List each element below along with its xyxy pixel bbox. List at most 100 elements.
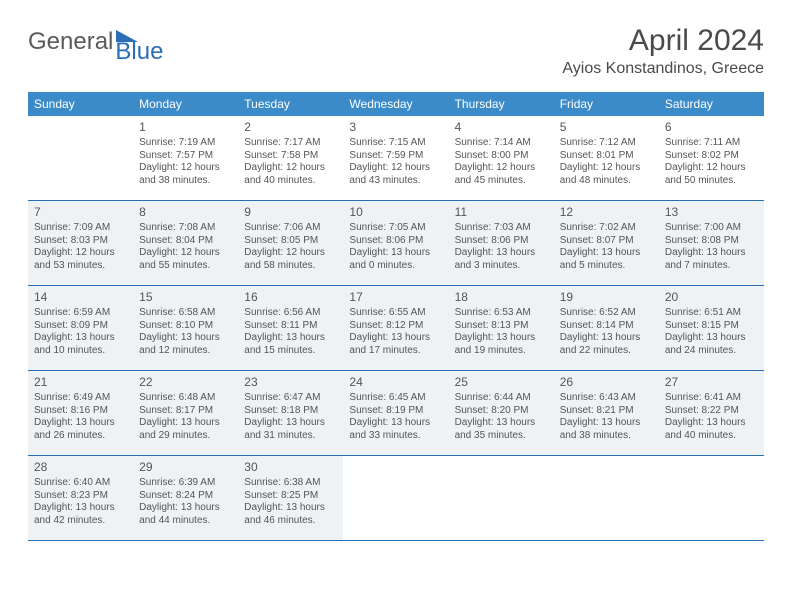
day-cell: 4Sunrise: 7:14 AMSunset: 8:00 PMDaylight…	[449, 116, 554, 200]
day-number: 28	[34, 460, 127, 475]
day-cell: 11 Sunrise: 7:03 AMSunset: 8:06 PMDayligh…	[449, 201, 554, 285]
day-cell: 24 Sunrise: 6:45 AMSunset: 8:19 PMDayligh…	[343, 371, 448, 455]
sunset-line: Sunset: 8:17 PM	[139, 405, 232, 418]
daylight-line: Daylight: 13 hours and 3 minutes.	[455, 247, 548, 272]
sunset-line: Sunset: 7:59 PM	[349, 150, 442, 163]
day-cell	[554, 456, 659, 540]
sunset-line: Sunset: 8:08 PM	[665, 235, 758, 248]
daylight-line: Daylight: 13 hours and 0 minutes.	[349, 247, 442, 272]
day-cell: 1Sunrise: 7:19 AMSunset: 7:57 PMDaylight…	[133, 116, 238, 200]
day-cell: 27Sunrise: 6:41 AMSunset: 8:22 PMDayligh…	[659, 371, 764, 455]
day-cell: 8Sunrise: 7:08 AMSunset: 8:04 PMDaylight…	[133, 201, 238, 285]
week-row: 14Sunrise: 6:59 AMSunset: 8:09 PMDayligh…	[28, 286, 764, 371]
sunset-line: Sunset: 8:01 PM	[560, 150, 653, 163]
day-number: 7	[34, 205, 127, 220]
day-number: 5	[560, 120, 653, 135]
sunrise-line: Sunrise: 6:52 AM	[560, 307, 653, 320]
sunrise-line: Sunrise: 6:41 AM	[665, 392, 758, 405]
daylight-line: Daylight: 13 hours and 19 minutes.	[455, 332, 548, 357]
sunrise-line: Sunrise: 6:45 AM	[349, 392, 442, 405]
sunrise-line: Sunrise: 6:59 AM	[34, 307, 127, 320]
sunrise-line: Sunrise: 6:48 AM	[139, 392, 232, 405]
sunset-line: Sunset: 8:14 PM	[560, 320, 653, 333]
day-of-week-header: SundayMondayTuesdayWednesdayThursdayFrid…	[28, 92, 764, 116]
day-cell: 7Sunrise: 7:09 AMSunset: 8:03 PMDaylight…	[28, 201, 133, 285]
sunset-line: Sunset: 8:09 PM	[34, 320, 127, 333]
day-cell: 28Sunrise: 6:40 AMSunset: 8:23 PMDayligh…	[28, 456, 133, 540]
sunset-line: Sunset: 8:05 PM	[244, 235, 337, 248]
sunset-line: Sunset: 8:24 PM	[139, 490, 232, 503]
day-number: 3	[349, 120, 442, 135]
sunset-line: Sunset: 8:03 PM	[34, 235, 127, 248]
sunrise-line: Sunrise: 7:05 AM	[349, 222, 442, 235]
day-number: 15	[139, 290, 232, 305]
sunrise-line: Sunrise: 7:19 AM	[139, 137, 232, 150]
sunset-line: Sunset: 8:20 PM	[455, 405, 548, 418]
week-row: 21Sunrise: 6:49 AMSunset: 8:16 PMDayligh…	[28, 371, 764, 456]
sunset-line: Sunset: 8:22 PM	[665, 405, 758, 418]
location-label: Ayios Konstandinos, Greece	[562, 60, 764, 78]
daylight-line: Daylight: 13 hours and 31 minutes.	[244, 417, 337, 442]
sunrise-line: Sunrise: 6:49 AM	[34, 392, 127, 405]
day-number: 19	[560, 290, 653, 305]
day-number: 25	[455, 375, 548, 390]
daylight-line: Daylight: 13 hours and 44 minutes.	[139, 502, 232, 527]
daylight-line: Daylight: 13 hours and 17 minutes.	[349, 332, 442, 357]
sunset-line: Sunset: 7:58 PM	[244, 150, 337, 163]
day-cell: 3Sunrise: 7:15 AMSunset: 7:59 PMDaylight…	[343, 116, 448, 200]
sunrise-line: Sunrise: 7:14 AM	[455, 137, 548, 150]
day-number: 2	[244, 120, 337, 135]
sunrise-line: Sunrise: 6:51 AM	[665, 307, 758, 320]
day-number: 17	[349, 290, 442, 305]
day-number: 16	[244, 290, 337, 305]
sunrise-line: Sunrise: 6:44 AM	[455, 392, 548, 405]
day-number: 10	[349, 205, 442, 220]
sunrise-line: Sunrise: 7:15 AM	[349, 137, 442, 150]
day-cell: 14Sunrise: 6:59 AMSunset: 8:09 PMDayligh…	[28, 286, 133, 370]
sunrise-line: Sunrise: 7:00 AM	[665, 222, 758, 235]
dow-cell: Wednesday	[343, 92, 448, 116]
day-cell: 5Sunrise: 7:12 AMSunset: 8:01 PMDaylight…	[554, 116, 659, 200]
week-row: 7Sunrise: 7:09 AMSunset: 8:03 PMDaylight…	[28, 201, 764, 286]
sunset-line: Sunset: 8:10 PM	[139, 320, 232, 333]
daylight-line: Daylight: 13 hours and 42 minutes.	[34, 502, 127, 527]
sunset-line: Sunset: 8:06 PM	[455, 235, 548, 248]
sunrise-line: Sunrise: 6:58 AM	[139, 307, 232, 320]
day-number: 4	[455, 120, 548, 135]
sunrise-line: Sunrise: 7:12 AM	[560, 137, 653, 150]
day-number: 13	[665, 205, 758, 220]
day-cell: 2Sunrise: 7:17 AMSunset: 7:58 PMDaylight…	[238, 116, 343, 200]
day-cell: 15Sunrise: 6:58 AMSunset: 8:10 PMDayligh…	[133, 286, 238, 370]
sunrise-line: Sunrise: 7:11 AM	[665, 137, 758, 150]
sunrise-line: Sunrise: 7:03 AM	[455, 222, 548, 235]
day-number: 8	[139, 205, 232, 220]
daylight-line: Daylight: 13 hours and 15 minutes.	[244, 332, 337, 357]
day-number: 11	[455, 205, 548, 220]
day-number: 6	[665, 120, 758, 135]
day-number: 30	[244, 460, 337, 475]
sunset-line: Sunset: 8:11 PM	[244, 320, 337, 333]
day-number: 24	[349, 375, 442, 390]
sunset-line: Sunset: 7:57 PM	[139, 150, 232, 163]
day-cell: 9Sunrise: 7:06 AMSunset: 8:05 PMDaylight…	[238, 201, 343, 285]
sunrise-line: Sunrise: 6:47 AM	[244, 392, 337, 405]
day-cell: 22Sunrise: 6:48 AMSunset: 8:17 PMDayligh…	[133, 371, 238, 455]
dow-cell: Tuesday	[238, 92, 343, 116]
day-number: 18	[455, 290, 548, 305]
sunset-line: Sunset: 8:12 PM	[349, 320, 442, 333]
sunset-line: Sunset: 8:18 PM	[244, 405, 337, 418]
dow-cell: Monday	[133, 92, 238, 116]
sunset-line: Sunset: 8:16 PM	[34, 405, 127, 418]
day-cell: 10Sunrise: 7:05 AMSunset: 8:06 PMDayligh…	[343, 201, 448, 285]
sunrise-line: Sunrise: 6:40 AM	[34, 477, 127, 490]
daylight-line: Daylight: 13 hours and 33 minutes.	[349, 417, 442, 442]
dow-cell: Saturday	[659, 92, 764, 116]
daylight-line: Daylight: 12 hours and 55 minutes.	[139, 247, 232, 272]
day-cell	[343, 456, 448, 540]
sunset-line: Sunset: 8:02 PM	[665, 150, 758, 163]
sunset-line: Sunset: 8:19 PM	[349, 405, 442, 418]
day-cell: 25Sunrise: 6:44 AMSunset: 8:20 PMDayligh…	[449, 371, 554, 455]
sunset-line: Sunset: 8:13 PM	[455, 320, 548, 333]
sunrise-line: Sunrise: 7:06 AM	[244, 222, 337, 235]
day-cell: 6Sunrise: 7:11 AMSunset: 8:02 PMDaylight…	[659, 116, 764, 200]
